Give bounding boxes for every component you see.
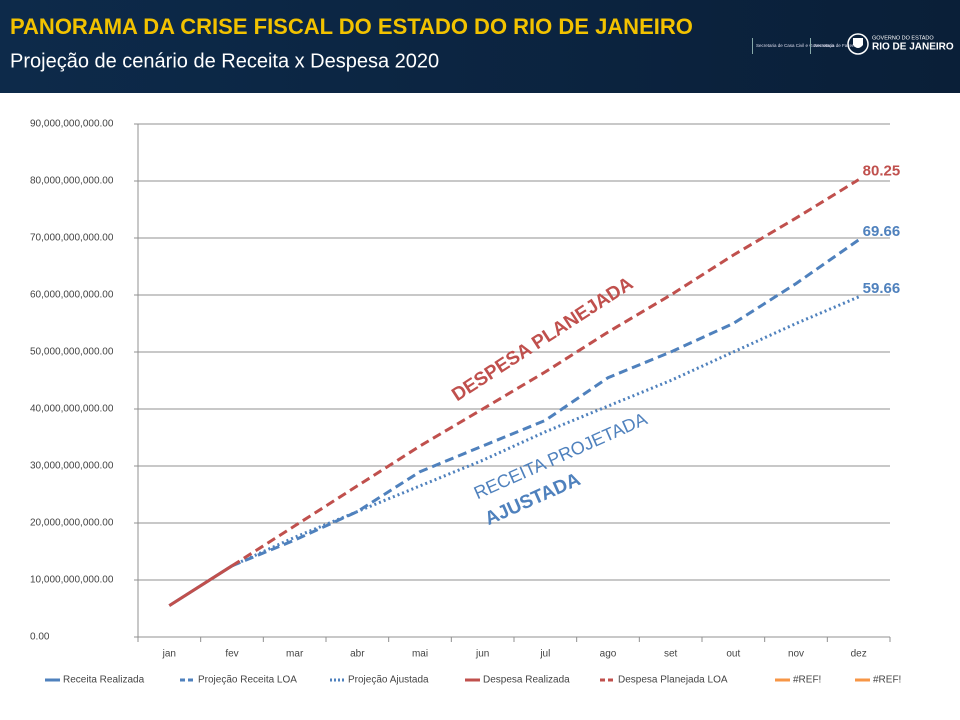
logo-text: GOVERNO DO ESTADO [872,35,934,41]
x-tick-label: mai [412,649,428,660]
series-line [168,564,233,607]
legend-label: Despesa Realizada [483,675,570,686]
x-tick-label: mar [286,649,304,660]
legend-label: Projeção Ajustada [348,675,429,686]
x-tick-label: dez [851,649,867,660]
series-line [231,295,860,568]
x-tick-label: ago [600,649,617,660]
y-tick-label: 70,000,000,000.00 [30,233,114,244]
value-label: 59.66 [863,280,901,297]
logo-text: Secretaria de Fazenda [814,43,860,48]
slide-subtitle: Projeção de cenário de Receita x Despesa… [10,50,439,72]
value-label: 69.66 [863,223,901,240]
y-tick-label: 40,000,000,000.00 [30,404,114,415]
x-tick-label: abr [350,649,365,660]
y-tick-label: 60,000,000,000.00 [30,290,114,301]
series-line [231,178,860,568]
x-tick-label: jan [162,649,176,660]
y-tick-label: 80,000,000,000.00 [30,176,114,187]
x-tick-label: set [664,649,678,660]
logo-divider [752,38,753,54]
y-tick-label: 20,000,000,000.00 [30,518,114,529]
legend-label: Receita Realizada [63,675,145,686]
y-tick-label: 30,000,000,000.00 [30,461,114,472]
legend-label: Despesa Planejada LOA [618,675,728,686]
logo-text: RIO DE JANEIRO [872,42,954,53]
x-tick-label: nov [788,649,804,660]
slide-title: PANORAMA DA CRISE FISCAL DO ESTADO DO RI… [10,14,693,39]
x-tick-label: fev [225,649,238,660]
legend-label: Projeção Receita LOA [198,675,297,686]
series-line [231,238,860,568]
y-tick-label: 0.00 [30,632,50,643]
y-tick-label: 90,000,000,000.00 [30,119,114,130]
legend-label: #REF! [873,675,901,686]
x-tick-label: out [726,649,740,660]
y-tick-label: 10,000,000,000.00 [30,575,114,586]
logo-emblem [847,33,869,55]
y-tick-label: 50,000,000,000.00 [30,347,114,358]
value-label: 80.25 [863,163,901,180]
annotation: DESPESA PLANEJADA [448,273,637,406]
x-tick-label: jun [475,649,489,660]
logo-emblem [853,38,863,48]
logo-text: Secretaria de Casa Civil e Governança [756,43,834,48]
legend-label: #REF! [793,675,821,686]
logo-divider [810,38,811,54]
x-tick-label: jul [539,649,550,660]
header-band [0,0,960,93]
